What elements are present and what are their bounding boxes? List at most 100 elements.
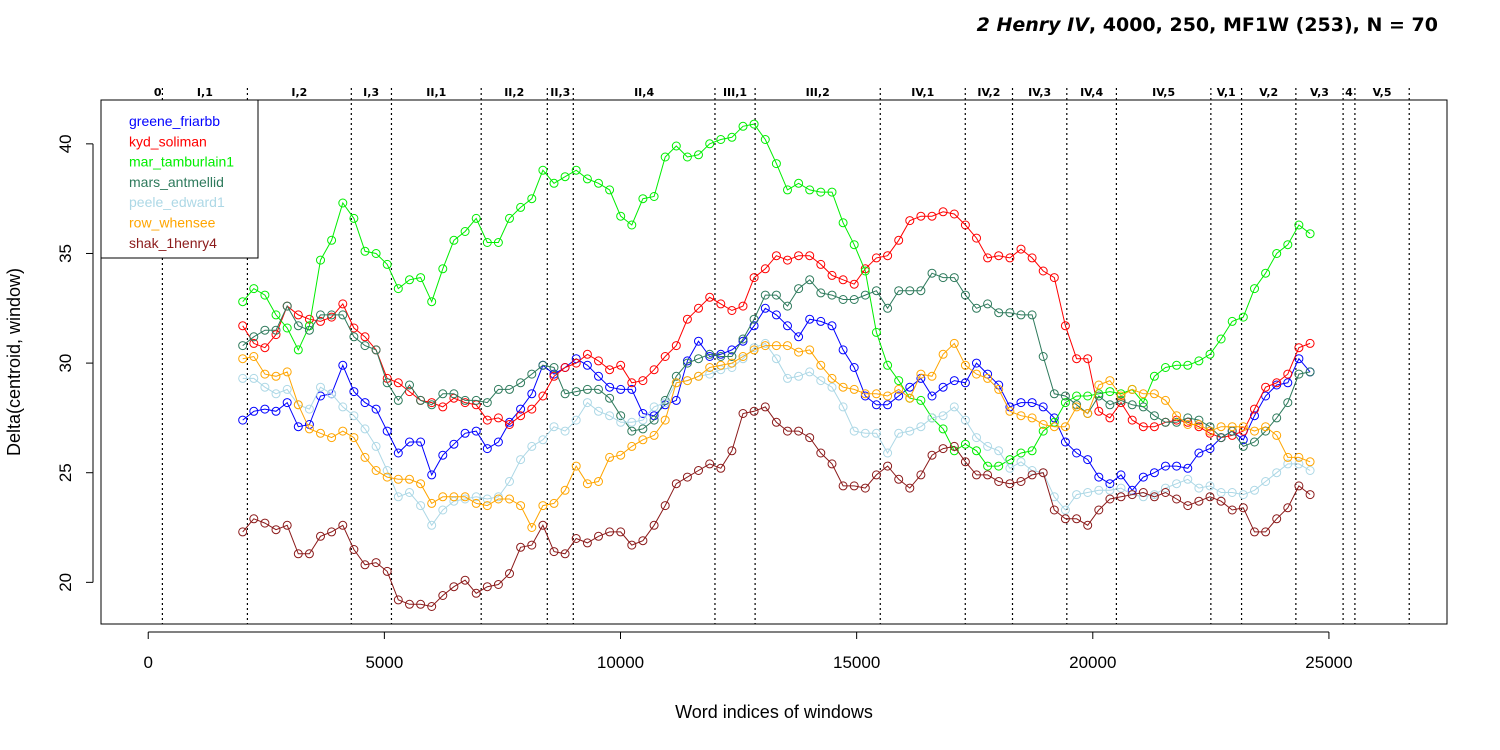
data-point — [571, 461, 581, 471]
data-point — [638, 424, 648, 434]
data-point — [827, 459, 837, 469]
data-point — [1183, 420, 1193, 429]
data-point — [838, 402, 848, 412]
data-point — [238, 297, 248, 307]
data-point — [938, 424, 948, 434]
data-point — [738, 334, 748, 344]
data-point — [1127, 415, 1137, 425]
data-point — [805, 251, 815, 261]
data-point — [1283, 503, 1293, 513]
data-point — [1283, 398, 1293, 408]
data-point — [1083, 520, 1093, 530]
data-point — [771, 417, 781, 427]
data-point — [760, 135, 770, 144]
data-point — [838, 345, 848, 355]
data-point — [983, 253, 993, 263]
data-point — [983, 461, 993, 471]
data-point — [349, 213, 359, 223]
data-point — [994, 461, 1004, 471]
data-point — [783, 373, 792, 383]
chart-title-params: , 4000, 250, MF1W (253), N = 70 — [1088, 14, 1438, 36]
data-point — [405, 275, 414, 285]
data-point — [749, 345, 759, 355]
act-label-8: III,1 — [723, 86, 747, 99]
data-point — [582, 174, 592, 184]
data-point — [783, 321, 792, 331]
data-point — [682, 358, 692, 368]
data-point — [949, 273, 959, 283]
data-point — [549, 363, 559, 372]
data-point — [1060, 422, 1070, 432]
y-tick-label-4: 40 — [56, 134, 75, 153]
data-point — [271, 325, 281, 335]
data-point — [1205, 492, 1215, 502]
data-point — [1138, 488, 1148, 497]
data-point — [1060, 398, 1070, 408]
data-point — [738, 409, 748, 418]
data-point — [1127, 490, 1137, 500]
data-point — [382, 566, 392, 576]
data-point — [1094, 389, 1104, 399]
data-point — [1005, 463, 1015, 473]
data-point — [460, 227, 470, 236]
data-point — [416, 437, 426, 447]
data-point — [1005, 479, 1015, 489]
plot-frame — [100, 99, 1448, 625]
data-point — [1238, 312, 1248, 322]
data-point — [582, 360, 592, 370]
data-point — [1305, 338, 1315, 348]
data-point — [1016, 411, 1026, 421]
data-point — [1116, 483, 1126, 493]
data-point — [249, 406, 259, 416]
data-point — [927, 268, 937, 278]
data-point — [816, 288, 826, 298]
data-point — [638, 415, 648, 425]
data-point — [1238, 490, 1248, 500]
data-point — [238, 373, 248, 383]
data-point — [1005, 455, 1015, 465]
data-point — [849, 426, 859, 436]
data-point — [582, 384, 592, 394]
data-point — [360, 246, 370, 256]
data-point — [1027, 470, 1037, 480]
data-point — [960, 290, 970, 300]
data-point — [516, 411, 526, 421]
x-tick-label-1: 5000 — [365, 653, 403, 672]
legend-box — [100, 99, 259, 259]
data-point — [327, 312, 337, 322]
data-point — [1194, 496, 1204, 506]
data-point — [905, 382, 915, 392]
data-point — [371, 558, 381, 568]
data-point — [949, 338, 959, 348]
data-point — [805, 345, 815, 355]
data-point — [482, 494, 492, 504]
data-point — [916, 286, 926, 296]
data-point — [1072, 402, 1082, 412]
data-point — [493, 437, 503, 447]
act-label-15: V,1 — [1217, 86, 1236, 99]
data-point — [471, 492, 481, 502]
data-point — [594, 406, 603, 416]
data-point — [783, 426, 792, 436]
data-point — [594, 531, 603, 541]
data-point — [1027, 413, 1037, 423]
data-point — [460, 575, 470, 585]
data-point — [438, 402, 448, 412]
act-label-11: IV,2 — [977, 86, 1000, 99]
data-point — [1283, 452, 1293, 462]
act-label-13: IV,4 — [1080, 86, 1103, 99]
data-point — [1105, 376, 1115, 386]
data-point — [582, 479, 592, 489]
data-point — [360, 452, 370, 462]
data-point — [638, 536, 648, 546]
data-point — [671, 371, 681, 381]
data-point — [682, 314, 692, 324]
data-point — [616, 384, 626, 394]
data-point — [1216, 334, 1226, 344]
data-point — [1294, 354, 1304, 364]
data-point — [760, 341, 770, 351]
data-point — [1183, 501, 1193, 511]
legend: greene_friarbb kyd_soliman mar_tamburlain1… — [100, 99, 259, 259]
data-point — [571, 358, 581, 368]
data-point — [1094, 380, 1104, 390]
